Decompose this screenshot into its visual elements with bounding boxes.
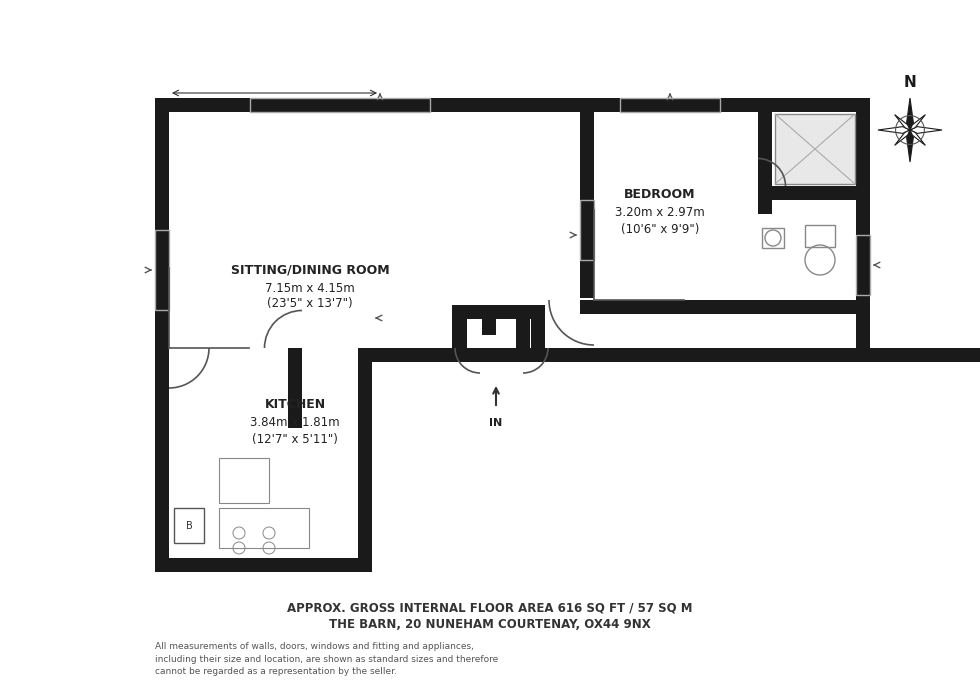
- Bar: [155, 230, 169, 310]
- Bar: [545, 348, 980, 362]
- Bar: [805, 225, 835, 247]
- Polygon shape: [910, 130, 925, 145]
- Bar: [856, 98, 870, 362]
- Bar: [536, 348, 580, 362]
- Bar: [466, 305, 531, 319]
- Text: 7.15m x 4.15m: 7.15m x 4.15m: [266, 282, 355, 295]
- Bar: [485, 348, 580, 362]
- Bar: [358, 348, 372, 572]
- Bar: [155, 98, 169, 572]
- Bar: [155, 98, 870, 112]
- Polygon shape: [906, 130, 913, 162]
- Text: 3.20m x 2.97m: 3.20m x 2.97m: [615, 206, 705, 219]
- Bar: [155, 558, 372, 572]
- Text: (23'5" x 13'7"): (23'5" x 13'7"): [268, 298, 353, 311]
- Bar: [452, 305, 466, 362]
- Text: APPROX. GROSS INTERNAL FLOOR AREA 616 SQ FT / 57 SQ M: APPROX. GROSS INTERNAL FLOOR AREA 616 SQ…: [287, 601, 693, 614]
- Text: 3.84m x 1.81m: 3.84m x 1.81m: [250, 417, 340, 430]
- Bar: [372, 348, 870, 362]
- Polygon shape: [895, 115, 910, 130]
- Text: IN: IN: [489, 418, 503, 428]
- Text: N: N: [904, 75, 916, 90]
- Bar: [856, 235, 870, 295]
- Bar: [531, 305, 545, 362]
- Bar: [219, 508, 309, 548]
- Bar: [250, 98, 430, 112]
- Bar: [482, 305, 496, 335]
- Polygon shape: [878, 127, 910, 134]
- Bar: [482, 305, 530, 319]
- Bar: [758, 112, 772, 214]
- Bar: [758, 186, 856, 200]
- Polygon shape: [906, 98, 913, 130]
- Bar: [762, 228, 784, 248]
- Text: BEDROOM: BEDROOM: [624, 188, 696, 201]
- Bar: [288, 348, 302, 428]
- Text: THE BARN, 20 NUNEHAM COURTENAY, OX44 9NX: THE BARN, 20 NUNEHAM COURTENAY, OX44 9NX: [329, 617, 651, 630]
- Bar: [453, 305, 467, 362]
- Text: All measurements of walls, doors, windows and fitting and appliances,
including : All measurements of walls, doors, window…: [155, 642, 498, 676]
- Bar: [775, 114, 855, 184]
- Bar: [372, 348, 462, 362]
- Polygon shape: [910, 115, 925, 130]
- Bar: [775, 114, 855, 184]
- Text: KITCHEN: KITCHEN: [265, 399, 325, 412]
- Text: (10'6" x 9'9"): (10'6" x 9'9"): [620, 223, 699, 235]
- Bar: [580, 300, 870, 314]
- Text: B: B: [185, 521, 192, 531]
- Bar: [620, 98, 720, 112]
- Text: SITTING/DINING ROOM: SITTING/DINING ROOM: [230, 264, 389, 277]
- Bar: [516, 305, 530, 362]
- Polygon shape: [910, 127, 942, 134]
- Bar: [580, 98, 594, 298]
- Bar: [580, 200, 594, 260]
- Text: (12'7" x 5'11"): (12'7" x 5'11"): [252, 432, 338, 446]
- Bar: [174, 508, 204, 543]
- Polygon shape: [895, 130, 910, 145]
- Bar: [219, 458, 269, 503]
